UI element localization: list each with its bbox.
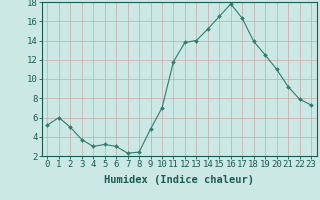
X-axis label: Humidex (Indice chaleur): Humidex (Indice chaleur)	[104, 175, 254, 185]
